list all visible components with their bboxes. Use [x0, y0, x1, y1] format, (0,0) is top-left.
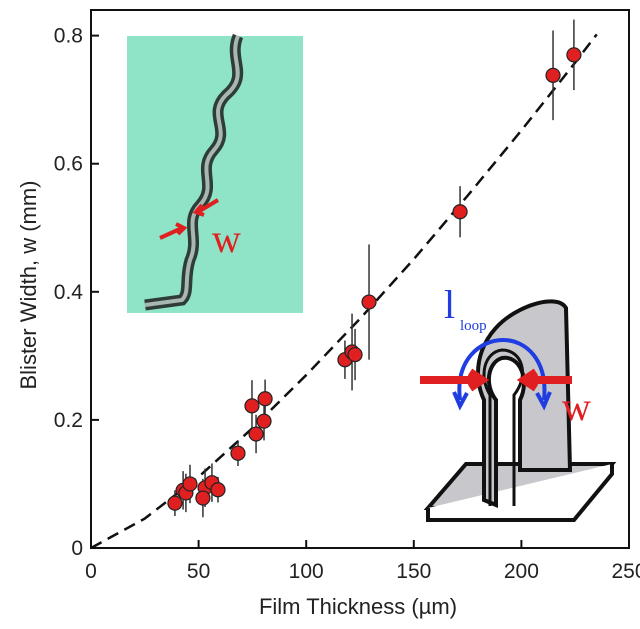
width-arrows	[420, 368, 572, 392]
x-axis-label: Film Thickness (µm)	[259, 594, 457, 619]
loop-arrow	[457, 337, 547, 401]
x-tick-label: 200	[504, 560, 539, 583]
y-tick-label: 0.6	[54, 153, 83, 176]
data-point	[256, 413, 272, 429]
data-point	[210, 482, 226, 498]
width-arrows	[159, 198, 220, 240]
axes-group: 0 50 100 150 200 250 0 0.2 0.4 0.6 0.8	[54, 9, 640, 583]
y-tick-label: 0.4	[54, 281, 84, 304]
blister-inner	[144, 35, 240, 307]
schematic-label: w	[562, 384, 591, 429]
loop-subscript: loop	[460, 318, 487, 334]
data-point	[566, 47, 582, 63]
data-point	[195, 490, 211, 506]
base-edge	[426, 464, 614, 522]
photo-background	[127, 36, 303, 313]
data-point	[545, 67, 561, 83]
x-tick-label: 150	[396, 560, 431, 583]
photo-label: w	[212, 216, 241, 261]
data-point	[167, 495, 183, 511]
y-tick-label: 0	[71, 537, 83, 560]
data-point	[182, 476, 198, 492]
data-point	[452, 204, 468, 220]
data-point	[248, 426, 264, 442]
y-axis-label: Blister Width, w (mm)	[16, 181, 41, 390]
data-point	[347, 346, 363, 363]
inset-photo: w	[127, 33, 303, 313]
x-tick-label: 0	[85, 560, 97, 583]
x-tick-label: 100	[289, 560, 324, 583]
x-tick-label: 50	[187, 560, 210, 583]
y-tick-label: 0.8	[54, 25, 83, 48]
plot-frame	[90, 9, 630, 549]
loop-arrowheads	[452, 391, 552, 411]
data-point	[230, 445, 246, 461]
inset-schematic: l loop w	[420, 282, 617, 522]
y-tick-label: 0.2	[54, 409, 83, 432]
x-tick-label: 250	[611, 560, 640, 583]
data-point	[244, 398, 260, 414]
data-point	[361, 294, 377, 310]
loop-symbol: l	[444, 282, 455, 327]
data-point	[257, 391, 273, 407]
